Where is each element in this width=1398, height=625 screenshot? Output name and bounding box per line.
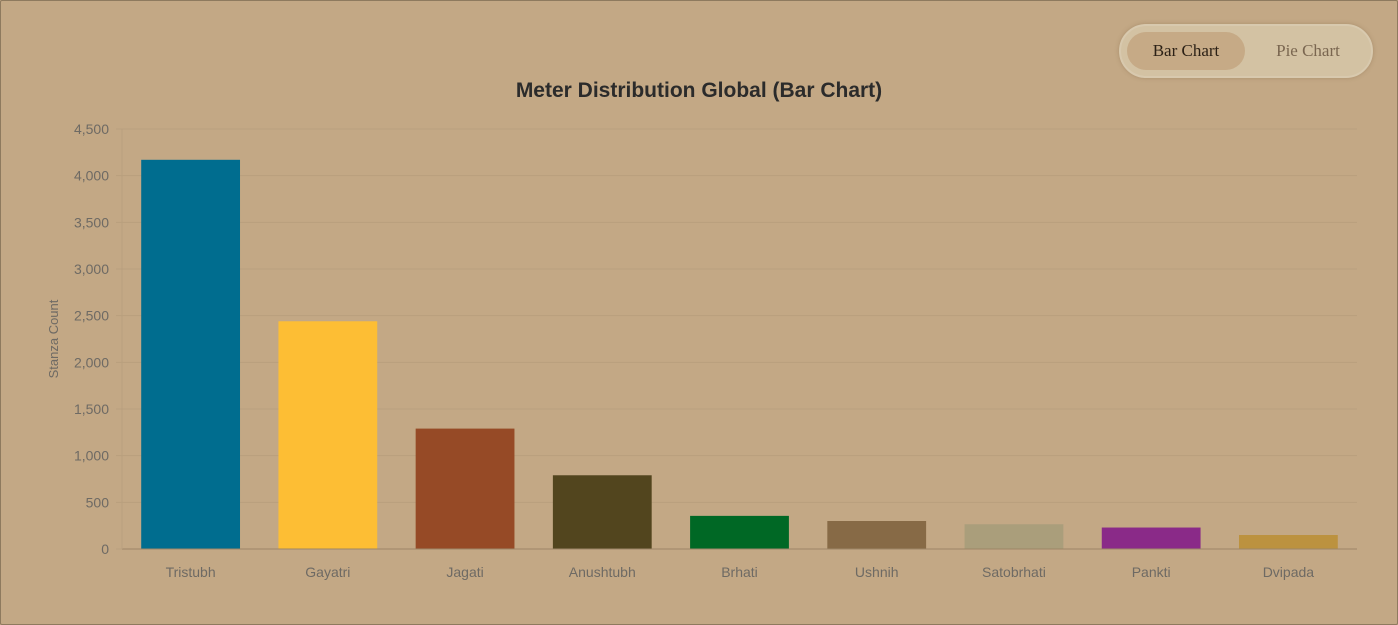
bar-ushnih[interactable] — [827, 521, 927, 549]
bar-dvipada[interactable] — [1238, 535, 1338, 549]
bar-jagati[interactable] — [415, 428, 515, 549]
bar-tristubh[interactable] — [141, 159, 241, 550]
x-tick-label: Tristubh — [166, 564, 216, 580]
y-tick-label: 4,000 — [74, 168, 109, 184]
bars — [141, 159, 1338, 550]
y-axis-label: Stanza Count — [46, 299, 61, 378]
x-tick-label: Anushtubh — [569, 564, 636, 580]
x-tick-label: Ushnih — [855, 564, 899, 580]
bar-gayatri[interactable] — [278, 321, 378, 549]
y-tick-label: 1,000 — [74, 448, 109, 464]
y-tick-label: 0 — [101, 541, 109, 557]
pie-chart-button[interactable]: Pie Chart — [1276, 41, 1340, 60]
x-tick-label: Jagati — [446, 564, 483, 580]
bar-brhati[interactable] — [690, 515, 789, 549]
y-tick-label: 2,500 — [74, 308, 109, 324]
x-tick-label: Satobrhati — [982, 564, 1046, 580]
x-axis-ticks: Tristubh Gayatri Jagati Anushtubh Brhati Ushn… — [166, 564, 1315, 580]
y-tick-label: 500 — [86, 494, 110, 510]
y-tick-label: 2,000 — [74, 354, 109, 370]
bar-satobrhati[interactable] — [964, 524, 1064, 549]
y-tick-label: 3,500 — [74, 214, 109, 230]
y-axis-ticks: 0 500 1,000 1,500 2,000 2,500 3,000 3,500 4,000 4… — [74, 121, 109, 557]
x-tick-label: Pankti — [1132, 564, 1171, 580]
y-tick-label: 4,500 — [74, 121, 109, 137]
bar-pankti[interactable] — [1101, 527, 1201, 549]
bar-anushtubh[interactable] — [552, 475, 652, 549]
x-tick-label: Gayatri — [305, 564, 350, 580]
bar-chart-button[interactable]: Bar Chart — [1127, 32, 1245, 70]
chart-type-toggle: Bar Chart Pie Chart — [1119, 24, 1373, 78]
chart-title: Meter Distribution Global (Bar Chart) — [516, 79, 882, 102]
x-tick-label: Dvipada — [1263, 564, 1315, 580]
y-tick-label: 3,000 — [74, 261, 109, 277]
y-tick-label: 1,500 — [74, 401, 109, 417]
x-tick-label: Brhati — [721, 564, 758, 580]
